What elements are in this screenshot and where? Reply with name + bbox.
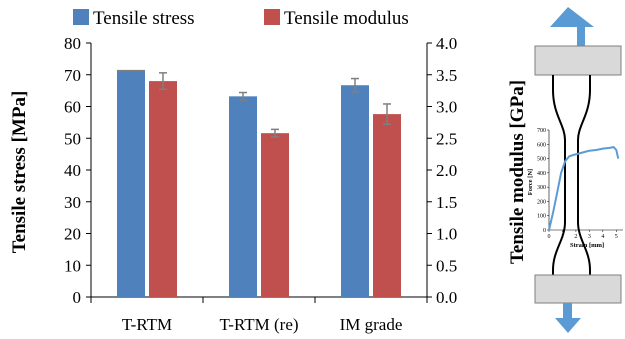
dogbone-specimen bbox=[552, 75, 591, 275]
bar-tensile-stress bbox=[229, 96, 257, 297]
inset-x-tick-label: 3 bbox=[588, 234, 591, 240]
inset-y-label: Force [N] bbox=[527, 169, 534, 195]
left-tick-label: 80 bbox=[64, 34, 81, 53]
specimen-illustration: 0 100 200 300 400 500 600 700 0 1 2 3 4 5 Strain [mm… bbox=[527, 7, 623, 333]
error-bars bbox=[117, 69, 391, 138]
category-label: T-RTM (re) bbox=[219, 315, 298, 334]
inset-force-curve bbox=[548, 146, 620, 231]
inset-x-tick-label: 5 bbox=[615, 234, 618, 240]
left-tick-label: 20 bbox=[64, 225, 81, 244]
right-y-ticks: 0.0 0.5 1.0 1.5 2.0 2.5 3.0 3.5 4.0 bbox=[427, 34, 457, 307]
legend-label-modulus: Tensile modulus bbox=[284, 8, 409, 29]
inset-x-tick-label: 2 bbox=[574, 234, 577, 240]
left-y-ticks: 0 10 20 30 40 50 60 70 80 bbox=[64, 34, 91, 307]
inset-x-tick-label: 1 bbox=[561, 234, 564, 240]
bar-tensile-modulus bbox=[149, 81, 177, 297]
inset-y-tick-label: 600 bbox=[537, 142, 546, 148]
right-y-axis-label: Tensile modulus [GPa] bbox=[507, 80, 528, 264]
bar-tensile-modulus bbox=[261, 133, 289, 297]
right-tick-label: 1.0 bbox=[436, 225, 457, 244]
inset-x-tick-label: 0 bbox=[548, 234, 551, 240]
right-tick-label: 1.5 bbox=[436, 193, 457, 212]
inset-x-label: Strain [mm] bbox=[570, 242, 604, 249]
inset-y-tick-label: 400 bbox=[537, 171, 546, 177]
inset-y-tick-label: 0 bbox=[543, 228, 546, 234]
inset-y-tick-label: 300 bbox=[537, 185, 546, 191]
legend-swatch-modulus bbox=[264, 9, 280, 25]
category-label: IM grade bbox=[340, 315, 403, 334]
category-label: T-RTM bbox=[122, 315, 172, 334]
right-tick-label: 2.0 bbox=[436, 161, 457, 180]
bottom-grip bbox=[534, 274, 622, 304]
bars bbox=[117, 70, 401, 298]
right-tick-label: 0.0 bbox=[436, 288, 457, 307]
inset-y-tick-label: 100 bbox=[537, 214, 546, 220]
left-tick-label: 30 bbox=[64, 193, 81, 212]
arrow-up-icon bbox=[542, 7, 594, 46]
bar-chart: Tensile stress Tensile modulus 0 10 20 30 40… bbox=[9, 8, 528, 334]
inset-y-ticks: 0 100 200 300 400 500 600 700 bbox=[537, 128, 549, 234]
inset-y-tick-label: 700 bbox=[537, 128, 546, 134]
legend: Tensile stress Tensile modulus bbox=[73, 8, 409, 29]
category-labels: T-RTM T-RTM (re) IM grade bbox=[122, 315, 403, 334]
left-tick-label: 0 bbox=[73, 288, 82, 307]
left-y-axis-label: Tensile stress [MPa] bbox=[9, 91, 30, 254]
right-tick-label: 3.0 bbox=[436, 98, 457, 117]
left-tick-label: 70 bbox=[64, 66, 81, 85]
right-tick-label: 0.5 bbox=[436, 256, 457, 275]
inset-y-tick-label: 500 bbox=[537, 157, 546, 163]
bar-tensile-stress bbox=[341, 85, 369, 297]
top-grip bbox=[534, 45, 622, 76]
left-tick-label: 60 bbox=[64, 98, 81, 117]
legend-label-stress: Tensile stress bbox=[93, 8, 195, 29]
inset-x-tick-label: 4 bbox=[601, 234, 604, 240]
right-tick-label: 4.0 bbox=[436, 34, 457, 53]
category-separators bbox=[90, 297, 428, 303]
left-tick-label: 50 bbox=[64, 129, 81, 148]
force-strain-inset: 0 100 200 300 400 500 600 700 0 1 2 3 4 5 Strain [mm… bbox=[527, 128, 623, 249]
legend-swatch-stress bbox=[73, 9, 89, 25]
bar-tensile-stress bbox=[117, 70, 145, 297]
left-tick-label: 40 bbox=[64, 161, 81, 180]
right-tick-label: 2.5 bbox=[436, 129, 457, 148]
left-tick-label: 10 bbox=[64, 256, 81, 275]
arrow-down-icon bbox=[555, 303, 581, 333]
inset-y-tick-label: 200 bbox=[537, 199, 546, 205]
inset-x-ticks: 0 1 2 3 4 5 bbox=[548, 230, 618, 240]
right-tick-label: 3.5 bbox=[436, 66, 457, 85]
bar-tensile-modulus bbox=[373, 114, 401, 298]
